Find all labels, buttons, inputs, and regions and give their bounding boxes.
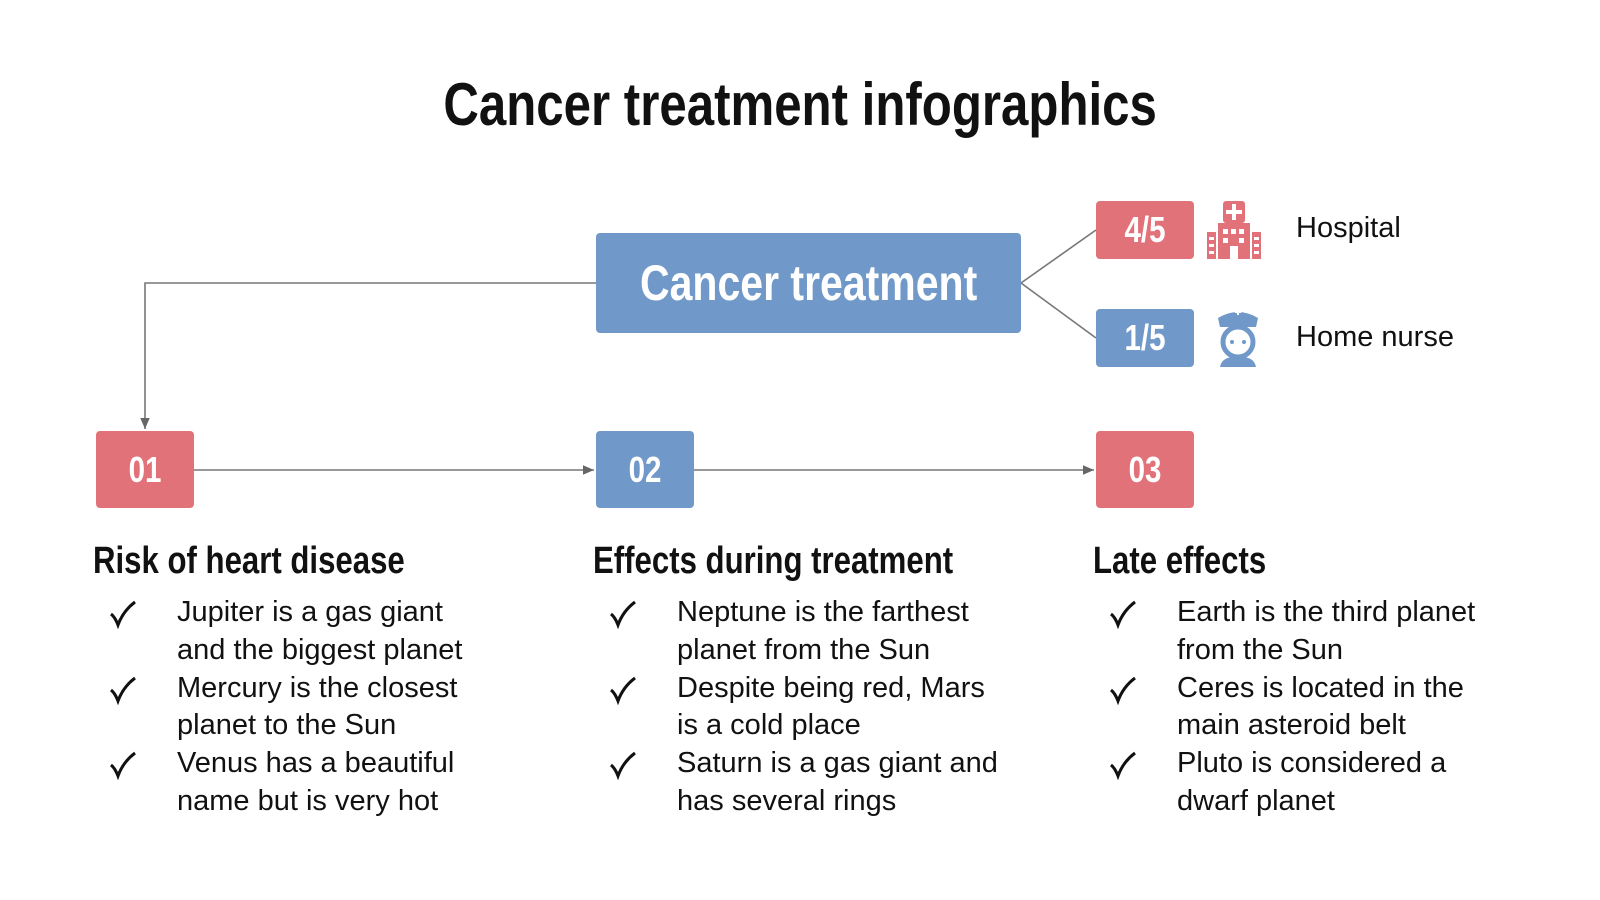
item-text: planet to the Sun bbox=[177, 709, 397, 742]
connector bbox=[1020, 229, 1097, 284]
item-text: from the Sun bbox=[1177, 633, 1344, 666]
center-node: Cancer treatment bbox=[596, 233, 1021, 333]
option-value: 4/5 bbox=[1124, 209, 1166, 250]
item-text: Despite being red, Mars bbox=[677, 671, 985, 704]
item-text: and the biggest planet bbox=[177, 633, 463, 666]
item-text: Earth is the third planet bbox=[1177, 596, 1476, 628]
check-icon bbox=[610, 600, 636, 629]
check-icon bbox=[610, 676, 636, 705]
item-text: name but is very hot bbox=[177, 785, 439, 817]
check-icon bbox=[110, 676, 136, 705]
connector bbox=[140, 282, 596, 429]
check-icon bbox=[110, 600, 136, 629]
check-icon bbox=[610, 751, 636, 781]
option-box: 1/5 bbox=[1096, 309, 1194, 367]
item-text: planet from the Sun bbox=[677, 633, 931, 666]
step-number: 03 bbox=[1128, 448, 1162, 490]
item-text: Pluto is considered a bbox=[1177, 747, 1447, 780]
item-text: has several rings bbox=[677, 785, 897, 817]
check-icon bbox=[1110, 676, 1136, 705]
step-box: 03 bbox=[1096, 431, 1194, 508]
check-icon bbox=[1110, 751, 1136, 781]
option-value: 1/5 bbox=[1124, 317, 1166, 358]
connector bbox=[1020, 282, 1097, 339]
item-text: dwarf planet bbox=[1177, 785, 1335, 817]
step-title: Late effects bbox=[1093, 540, 1267, 582]
step-box: 02 bbox=[596, 431, 694, 508]
item-text: Ceres is located in the bbox=[1177, 671, 1464, 704]
step-number: 02 bbox=[628, 448, 662, 490]
item-text: Saturn is a gas giant and bbox=[677, 747, 998, 780]
step-box: 01 bbox=[96, 431, 194, 508]
title: Cancer treatment infographics bbox=[443, 71, 1157, 138]
item-text: Mercury is the closest bbox=[177, 671, 458, 704]
check-icon bbox=[110, 751, 136, 781]
item-text: Jupiter is a gas giant bbox=[177, 596, 443, 628]
step-number: 01 bbox=[128, 448, 162, 490]
option-box: 4/5 bbox=[1096, 201, 1194, 259]
check-icon bbox=[1110, 600, 1136, 629]
item-text: main asteroid belt bbox=[1177, 709, 1406, 742]
center-label: Cancer treatment bbox=[639, 255, 978, 311]
option-label: Hospital bbox=[1296, 212, 1401, 244]
item-text: is a cold place bbox=[677, 709, 861, 742]
item-text: Venus has a beautiful bbox=[177, 747, 455, 780]
title-wrap: Cancer treatment infographics bbox=[0, 70, 1600, 139]
hospital-icon bbox=[1207, 201, 1261, 259]
option-label: Home nurse bbox=[1296, 321, 1454, 353]
item-text: Neptune is the farthest bbox=[677, 596, 969, 628]
step-title: Risk of heart disease bbox=[93, 540, 405, 582]
step-title: Effects during treatment bbox=[593, 540, 954, 582]
nurse-icon bbox=[1218, 309, 1258, 367]
